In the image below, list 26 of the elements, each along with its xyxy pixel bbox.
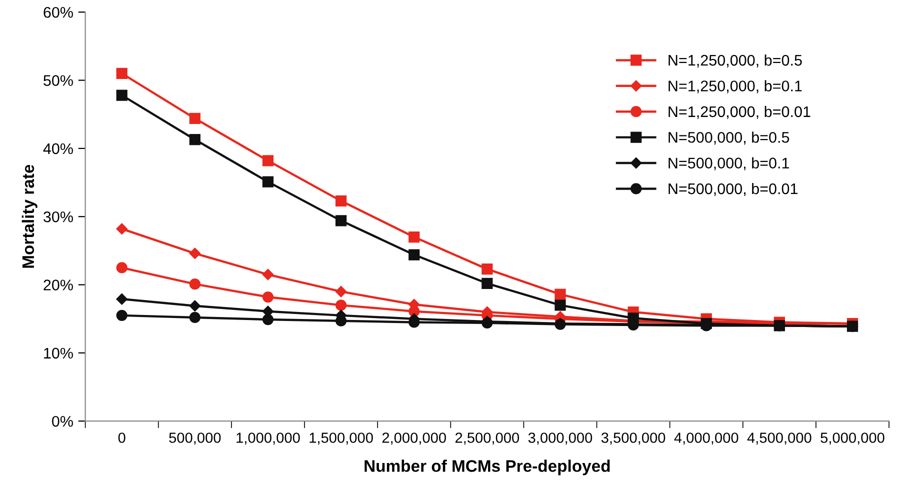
y-tick-label: 20%: [44, 280, 73, 290]
x-tick-label: 3,000,000: [528, 432, 592, 445]
y-axis-title: Mortality rate: [22, 164, 38, 268]
y-tick-label: 30%: [44, 211, 73, 222]
legend-label: N=1,250,000, b=0.01: [668, 106, 810, 119]
x-tick-label: 0: [118, 432, 126, 443]
legend-label: N=1,250,000, b=0.5: [668, 54, 802, 68]
x-tick-label: 5,000,000: [820, 432, 884, 445]
legend-label: N=500,000, b=0.01: [668, 182, 798, 196]
y-tick-label: 0%: [52, 416, 73, 427]
x-tick-label: 3,500,000: [601, 432, 666, 445]
legend-label: N=1,250,000, b=0.1: [668, 80, 802, 94]
y-tick-label: 60%: [44, 6, 73, 18]
x-tick-label: 2,500,000: [455, 432, 520, 445]
legend-label: N=500,000, b=0.1: [668, 157, 789, 170]
y-tick-label: 40%: [43, 143, 73, 154]
x-tick-label: 1,500,000: [310, 432, 373, 445]
legend-label: N=500,000, b=0.5: [668, 132, 790, 145]
x-tick-label: 4,500,000: [747, 432, 812, 445]
x-tick-label: 1,000,000: [236, 432, 300, 445]
x-tick-label: 2,000,000: [382, 432, 446, 445]
x-tick-label: 500,000: [169, 432, 221, 445]
y-tick-label: 50%: [44, 75, 73, 86]
x-axis-title: Number of MCMs Pre-deployed: [364, 460, 610, 476]
x-tick-label: 4,000,000: [674, 432, 738, 445]
y-tick-label: 10%: [44, 348, 73, 359]
